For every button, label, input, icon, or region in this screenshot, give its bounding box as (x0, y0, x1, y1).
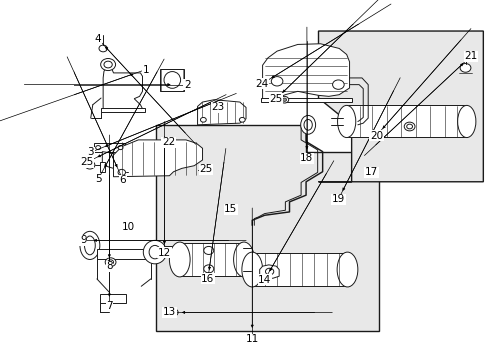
Polygon shape (156, 125, 378, 331)
Text: 10: 10 (121, 222, 134, 232)
Ellipse shape (143, 240, 166, 264)
Bar (97, 249, 150, 259)
Polygon shape (103, 67, 142, 110)
Text: 5: 5 (95, 174, 102, 184)
Text: 1: 1 (142, 64, 149, 75)
Ellipse shape (163, 72, 180, 88)
Circle shape (104, 61, 112, 68)
Circle shape (118, 145, 123, 150)
Ellipse shape (169, 242, 190, 277)
Circle shape (404, 122, 414, 131)
Text: 17: 17 (364, 167, 377, 177)
Bar (260, 98, 351, 102)
Bar (180, 243, 244, 276)
Ellipse shape (336, 252, 357, 287)
Text: 25: 25 (269, 94, 282, 104)
Circle shape (239, 117, 244, 122)
Polygon shape (318, 31, 482, 182)
Ellipse shape (84, 236, 95, 255)
Text: 13: 13 (163, 307, 176, 318)
Circle shape (105, 258, 116, 266)
Text: 22: 22 (162, 137, 175, 147)
Circle shape (282, 98, 286, 102)
Ellipse shape (300, 116, 315, 134)
Ellipse shape (233, 242, 254, 277)
Circle shape (200, 117, 206, 122)
Bar (101, 108, 144, 112)
Circle shape (87, 163, 92, 167)
Polygon shape (113, 140, 202, 177)
Circle shape (169, 309, 178, 316)
Bar (252, 253, 347, 286)
Text: 9: 9 (80, 235, 86, 246)
Circle shape (332, 80, 344, 89)
Text: 8: 8 (106, 261, 112, 271)
Polygon shape (197, 100, 245, 125)
Text: 2: 2 (183, 80, 190, 90)
Circle shape (205, 168, 209, 172)
Circle shape (125, 225, 130, 229)
Polygon shape (259, 265, 279, 278)
Text: 21: 21 (463, 51, 477, 61)
Bar (161, 247, 177, 257)
Text: 12: 12 (158, 248, 171, 258)
Ellipse shape (149, 246, 161, 259)
Circle shape (459, 63, 470, 72)
Polygon shape (102, 152, 113, 168)
Text: 23: 23 (211, 102, 224, 112)
Text: 25: 25 (199, 164, 212, 174)
Bar (346, 105, 466, 137)
Bar (161, 69, 183, 91)
Polygon shape (262, 44, 349, 100)
Text: 18: 18 (300, 153, 313, 163)
Circle shape (203, 247, 213, 255)
Circle shape (118, 169, 125, 175)
Circle shape (99, 45, 107, 52)
Bar (160, 68, 184, 91)
Text: 7: 7 (106, 301, 112, 311)
Circle shape (206, 275, 210, 278)
Text: 3: 3 (87, 147, 94, 157)
Text: 16: 16 (201, 274, 214, 284)
Bar (100, 162, 104, 172)
Circle shape (265, 268, 273, 275)
Circle shape (271, 77, 282, 86)
Bar (100, 294, 125, 303)
Ellipse shape (337, 105, 355, 138)
Text: 4: 4 (95, 34, 102, 44)
Circle shape (123, 223, 132, 231)
Bar (94, 143, 125, 152)
Ellipse shape (242, 252, 262, 287)
Circle shape (406, 124, 412, 129)
Circle shape (85, 161, 95, 169)
Text: 6: 6 (120, 175, 126, 185)
Ellipse shape (80, 231, 100, 260)
Ellipse shape (457, 105, 475, 138)
Text: 24: 24 (255, 79, 268, 89)
Circle shape (96, 145, 101, 150)
Circle shape (280, 96, 288, 103)
Text: 25: 25 (80, 157, 93, 167)
Circle shape (203, 265, 213, 273)
Circle shape (171, 310, 176, 314)
Circle shape (203, 167, 211, 174)
Circle shape (204, 273, 212, 280)
Text: 14: 14 (258, 275, 271, 285)
Text: 11: 11 (245, 334, 258, 344)
Circle shape (101, 59, 115, 71)
Text: 15: 15 (224, 204, 237, 214)
Text: 20: 20 (369, 131, 382, 140)
Circle shape (107, 260, 113, 265)
Text: 19: 19 (331, 194, 345, 204)
Ellipse shape (304, 120, 312, 130)
